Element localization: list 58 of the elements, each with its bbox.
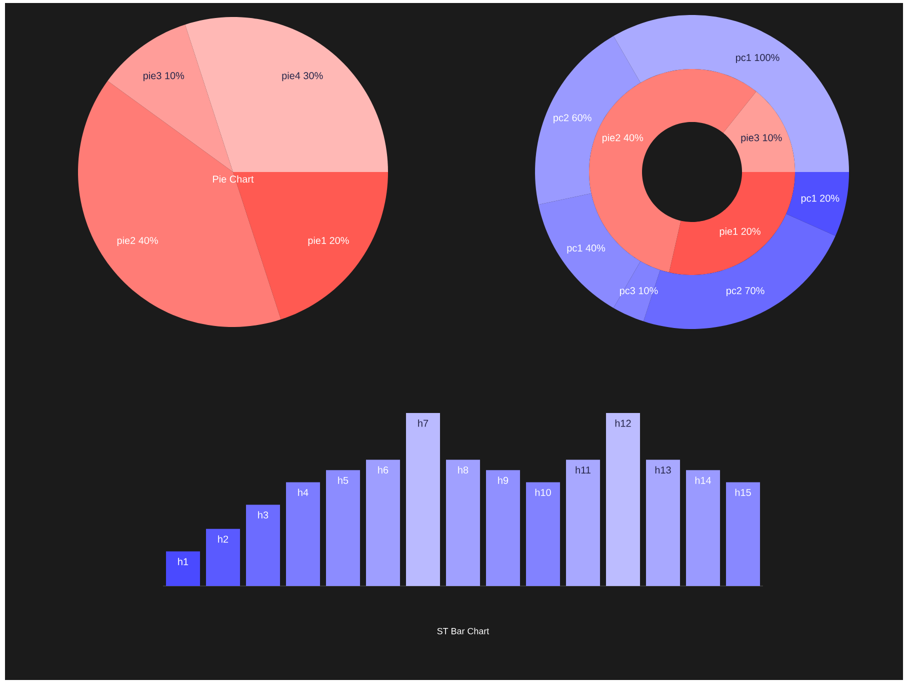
slice-label: pc1 xyxy=(736,54,751,64)
bar xyxy=(526,482,560,586)
x-tick-label: h10 xyxy=(535,488,551,496)
bar xyxy=(446,460,480,586)
slice-label: pie3 xyxy=(741,134,760,144)
slice-label: pc2 xyxy=(726,287,742,296)
x-tick-label: h9 xyxy=(498,476,508,484)
x-tick-label: h1 xyxy=(178,558,188,566)
slice-label: pc1 xyxy=(567,244,582,254)
slice-label: pie2 xyxy=(602,134,620,144)
bar xyxy=(286,482,320,586)
bar xyxy=(406,412,440,586)
data-label: 60% xyxy=(572,114,592,122)
x-tick-label: h11 xyxy=(576,466,590,474)
x-tick-label: h14 xyxy=(695,476,712,484)
bar xyxy=(206,528,240,586)
bar xyxy=(566,460,600,586)
bar xyxy=(326,470,360,586)
data-label: 100% xyxy=(754,54,780,62)
data-label: 10% xyxy=(165,72,184,80)
slice-label: pie4 xyxy=(282,72,300,82)
bar xyxy=(366,460,400,586)
data-label: 10% xyxy=(762,134,782,142)
slice-label: pie1 xyxy=(308,236,326,246)
bar xyxy=(606,412,640,586)
data-label: 40% xyxy=(138,236,158,244)
x-tick-label: h3 xyxy=(258,511,268,519)
x-tick-label: h5 xyxy=(338,476,348,484)
bar xyxy=(166,551,200,586)
slice-label: pie1 xyxy=(720,228,738,237)
x-tick-label: h15 xyxy=(735,488,751,496)
data-label: 40% xyxy=(624,134,644,142)
x-tick-label: h4 xyxy=(298,488,308,496)
x-tick-label: h6 xyxy=(378,466,388,474)
x-tick-label: h2 xyxy=(218,535,228,543)
slice-label: pc2 xyxy=(554,114,569,124)
bar xyxy=(726,482,760,586)
x-tick-label: h7 xyxy=(418,420,428,427)
bar xyxy=(646,460,680,586)
data-label: 70% xyxy=(745,287,764,294)
x-tick-label: h12 xyxy=(615,420,631,427)
x-tick-label: h8 xyxy=(458,466,468,474)
data-label: 30% xyxy=(304,72,323,80)
slice-label: pc1 xyxy=(801,194,816,204)
data-label: 20% xyxy=(330,236,349,244)
slice-label: pie2 xyxy=(117,236,136,246)
data-label: 20% xyxy=(820,194,840,202)
x-tick-label: h13 xyxy=(655,466,671,474)
data-label: 40% xyxy=(586,244,606,252)
data-label: 20% xyxy=(741,228,760,235)
text: Pie Chart xyxy=(213,175,254,183)
slice-label: pc3 xyxy=(620,287,635,296)
bar xyxy=(686,470,720,586)
slice-label: pie3 xyxy=(144,72,162,82)
data-label: 10% xyxy=(638,287,658,294)
text: ST Bar Chart xyxy=(437,628,490,634)
bar xyxy=(486,470,520,586)
bar xyxy=(246,504,280,586)
